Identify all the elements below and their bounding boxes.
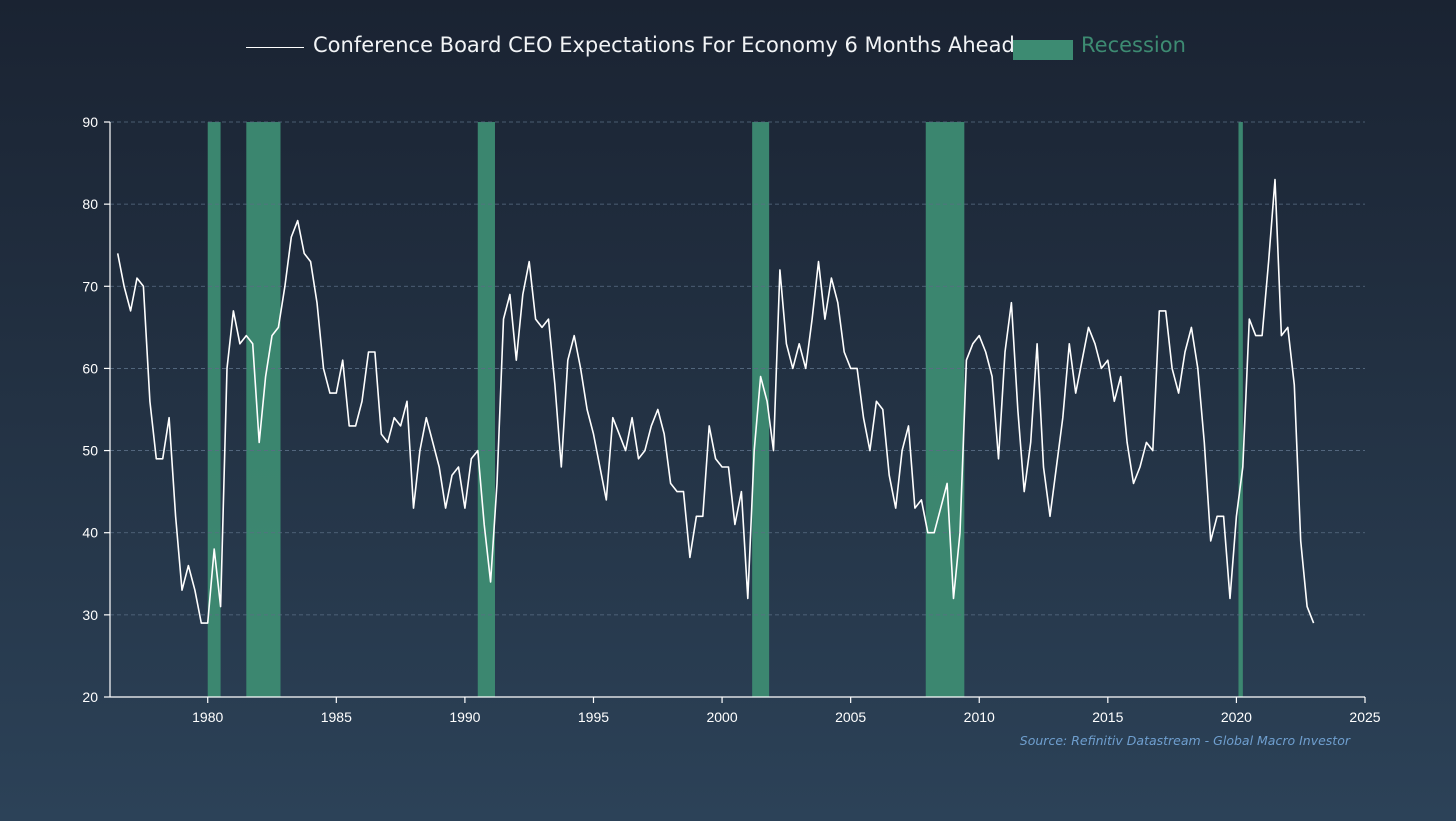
series-line [116,178,1315,624]
y-tick-label: 90 [82,114,98,130]
x-tick-label: 2010 [964,709,995,725]
source-note: Source: Refinitiv Datastream - Global Ma… [1019,733,1350,748]
y-tick-label: 60 [82,360,98,376]
chart-legend: Conference Board CEO Expectations For Ec… [0,30,1456,66]
recession-band [207,122,221,697]
y-tick-label: 70 [82,278,98,294]
x-tick-label: 1985 [321,709,352,725]
y-tick-label: 80 [82,196,98,212]
x-tick-label: 2015 [1092,709,1123,725]
legend-line-swatch [246,47,304,48]
recession-band [246,122,281,697]
y-tick-label: 20 [82,689,98,705]
recession-band [477,122,495,697]
x-tick-label: 1980 [192,709,223,725]
y-tick-label: 30 [82,607,98,623]
x-tick-label: 2000 [706,709,737,725]
recession-band [925,122,965,697]
y-tick-label: 40 [82,525,98,541]
legend-recession-label: Recession [1081,33,1186,57]
legend-recession-swatch [1013,40,1073,60]
x-tick-label: 2005 [835,709,866,725]
x-tick-label: 2025 [1349,709,1380,725]
legend-series-label: Conference Board CEO Expectations For Ec… [313,33,1015,57]
recession-band [1238,122,1243,697]
x-tick-label: 2020 [1221,709,1252,725]
y-tick-label: 50 [82,443,98,459]
x-tick-label: 1995 [578,709,609,725]
recession-band [752,122,770,697]
x-tick-label: 1990 [449,709,480,725]
